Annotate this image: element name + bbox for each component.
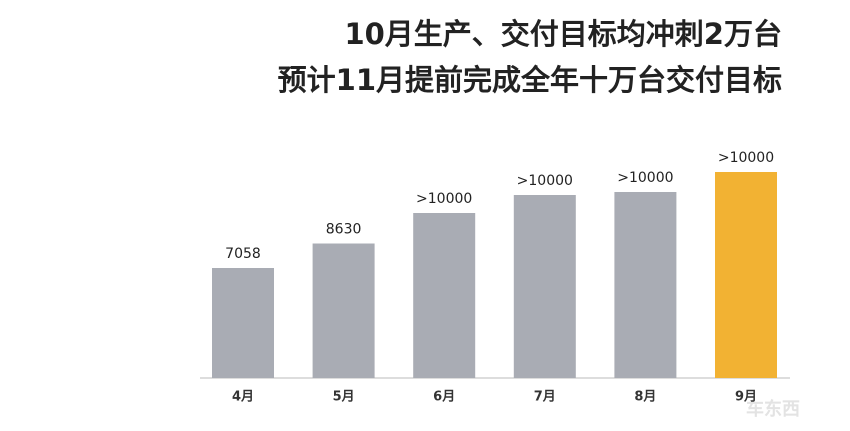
x-tick-label: 6月 xyxy=(433,390,455,405)
bar xyxy=(513,195,576,378)
chart-title: 预计11月提前完成全年十万台交付目标 xyxy=(278,63,782,97)
x-tick-label: 5月 xyxy=(333,390,355,405)
bar xyxy=(212,268,274,378)
value-label: >10000 xyxy=(517,173,573,189)
value-label: >10000 xyxy=(617,170,673,186)
bar xyxy=(715,172,777,378)
chart-title: 10月生产、交付目标均冲刺2万台 xyxy=(344,17,782,51)
value-label: 7058 xyxy=(225,246,261,262)
value-label: >10000 xyxy=(416,191,472,207)
bar xyxy=(413,213,476,378)
x-tick-label: 4月 xyxy=(232,390,254,405)
x-tick-label: 8月 xyxy=(634,390,656,405)
value-label: >10000 xyxy=(718,150,774,166)
x-tick-label: 9月 xyxy=(735,390,757,405)
value-label: 8630 xyxy=(326,222,362,238)
x-tick-label: 7月 xyxy=(534,390,556,405)
bar xyxy=(312,243,375,378)
bar xyxy=(614,191,677,378)
watermark: 车东西 xyxy=(746,398,800,420)
